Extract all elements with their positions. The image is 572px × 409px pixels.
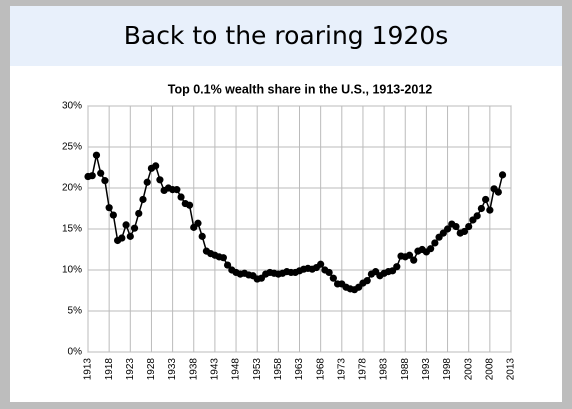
data-point bbox=[482, 195, 490, 204]
data-point bbox=[498, 171, 507, 179]
data-point bbox=[105, 204, 113, 212]
x-tick-label: 1978 bbox=[358, 358, 369, 381]
y-tick-label: 15% bbox=[62, 224, 82, 235]
x-tick-label: 2008 bbox=[484, 358, 495, 381]
data-point bbox=[363, 277, 371, 285]
x-tick-label: 1958 bbox=[273, 358, 284, 381]
data-point bbox=[223, 261, 232, 269]
data-point bbox=[194, 219, 202, 227]
data-point bbox=[101, 177, 109, 185]
data-point bbox=[431, 239, 439, 247]
x-tick-label: 1988 bbox=[400, 358, 411, 381]
data-point bbox=[88, 172, 96, 180]
data-point bbox=[486, 206, 494, 214]
data-point bbox=[410, 256, 418, 264]
y-tick-label: 5% bbox=[68, 306, 83, 317]
data-point bbox=[118, 234, 126, 242]
data-point bbox=[317, 260, 325, 268]
data-point bbox=[325, 268, 333, 277]
y-tick-label: 25% bbox=[62, 142, 82, 153]
data-point bbox=[427, 245, 435, 253]
y-tick-label: 30% bbox=[62, 101, 82, 112]
data-point bbox=[329, 274, 337, 282]
x-tick-label: 1923 bbox=[125, 358, 136, 381]
x-tick-label: 2013 bbox=[506, 358, 517, 381]
x-tick-label: 1913 bbox=[83, 358, 94, 381]
data-point bbox=[173, 186, 181, 194]
data-point bbox=[473, 212, 481, 220]
x-tick-label: 1928 bbox=[146, 358, 157, 381]
data-point bbox=[92, 151, 101, 159]
data-point bbox=[126, 232, 134, 240]
x-tick-label: 1973 bbox=[336, 358, 347, 381]
data-point bbox=[405, 251, 414, 259]
x-tick-label: 1943 bbox=[210, 358, 221, 381]
slide-title: Back to the roaring 1920s bbox=[124, 21, 449, 50]
data-point bbox=[152, 162, 160, 170]
x-tick-label: 1953 bbox=[252, 358, 263, 381]
data-point bbox=[219, 254, 227, 262]
data-point bbox=[97, 169, 105, 177]
data-point bbox=[177, 193, 185, 201]
chart-title: Top 0.1% wealth share in the U.S., 1913-… bbox=[168, 82, 433, 96]
data-point bbox=[452, 222, 460, 231]
data-point bbox=[494, 188, 502, 196]
data-point bbox=[122, 221, 130, 229]
x-tick-label: 1998 bbox=[442, 358, 453, 381]
data-point bbox=[156, 176, 164, 184]
x-tick-label: 1948 bbox=[231, 358, 242, 381]
data-point bbox=[109, 211, 117, 219]
data-point bbox=[139, 195, 147, 204]
x-tick-label: 1968 bbox=[315, 358, 326, 381]
y-tick-label: 0% bbox=[68, 347, 83, 358]
x-tick-label: 2003 bbox=[463, 358, 474, 381]
x-tick-label: 1993 bbox=[421, 358, 432, 381]
data-point bbox=[143, 178, 151, 186]
data-point bbox=[460, 227, 469, 236]
header-band bbox=[10, 6, 562, 66]
data-point bbox=[443, 225, 452, 233]
x-tick-label: 1963 bbox=[294, 358, 305, 381]
x-tick-label: 1938 bbox=[188, 358, 199, 381]
data-point bbox=[185, 201, 194, 209]
data-point bbox=[393, 263, 401, 271]
x-tick-label: 1983 bbox=[379, 358, 390, 381]
x-tick-label: 1918 bbox=[104, 358, 115, 381]
y-tick-label: 20% bbox=[62, 183, 82, 194]
y-tick-label: 10% bbox=[62, 265, 82, 276]
data-point bbox=[130, 224, 139, 232]
data-point bbox=[198, 232, 206, 240]
slide-bg bbox=[10, 6, 562, 402]
data-point bbox=[135, 209, 143, 218]
data-point bbox=[477, 204, 485, 213]
data-point bbox=[465, 222, 473, 231]
x-tick-label: 1933 bbox=[167, 358, 178, 381]
